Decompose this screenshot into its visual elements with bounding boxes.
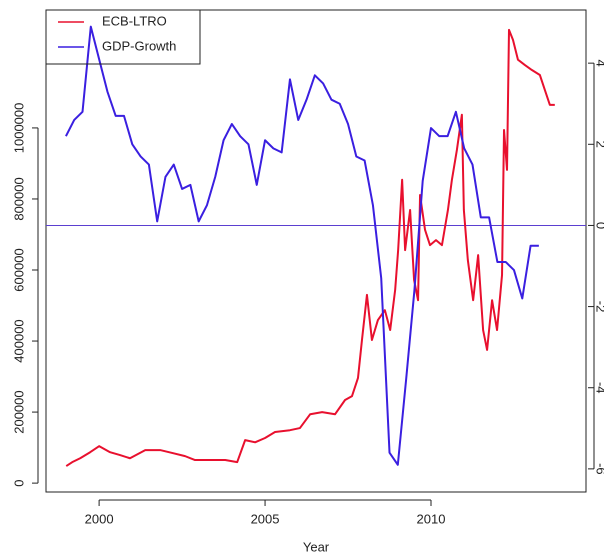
y-tick-label: 1000000	[11, 103, 26, 154]
legend-box	[45, 9, 201, 65]
y-tick-label: 400000	[11, 319, 26, 362]
y-tick-label: 200000	[11, 390, 26, 433]
x-tick-label: 2005	[251, 511, 280, 526]
y-tick-label: 800000	[11, 177, 26, 220]
series-line	[65, 25, 539, 466]
y-tick-label: 600000	[11, 248, 26, 291]
plot-frame	[45, 9, 587, 493]
y2-tick-label: 4	[594, 60, 604, 67]
y2-tick-label: 2	[594, 141, 604, 148]
y2-tick-label: -6	[594, 463, 604, 475]
legend-label: GDP-Growth	[102, 38, 176, 53]
x-tick-label: 2000	[85, 511, 114, 526]
y2-tick-label: 0	[594, 222, 604, 229]
y2-tick-label: -2	[594, 301, 604, 313]
x-axis-label: Year	[303, 539, 330, 554]
x-tick-label: 2010	[417, 511, 446, 526]
y-tick-label: 0	[11, 480, 26, 487]
series-line	[65, 28, 555, 467]
y2-tick-label: -4	[594, 382, 604, 394]
legend-label: ECB-LTRO	[102, 13, 167, 28]
